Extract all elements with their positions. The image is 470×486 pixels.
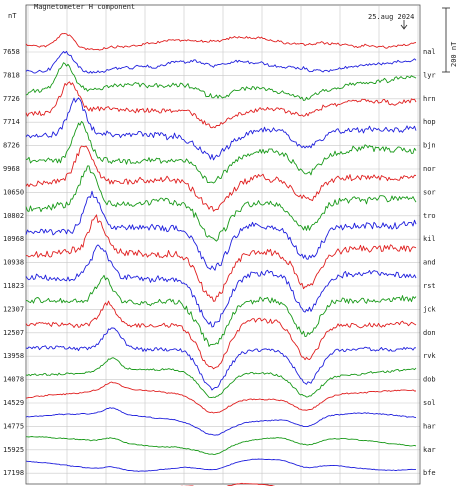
baseline-label: 12507	[3, 329, 24, 337]
baseline-label: 10650	[3, 188, 24, 196]
label-layer: 7658 nal 7818 lyr 7726 hrn 7714 hop 8726 bjn 9968 n…	[3, 48, 436, 477]
plot-frame	[25, 4, 421, 485]
y-axis-unit: nT	[8, 12, 17, 20]
trace-don	[25, 300, 417, 370]
baseline-label: 11823	[3, 282, 24, 290]
trace-bjn	[25, 97, 417, 161]
baseline-label: 13958	[3, 352, 24, 360]
trace-sor	[25, 145, 417, 212]
trace-dob	[25, 357, 417, 398]
station-label-nor: nor	[423, 165, 436, 173]
station-label-bjn: bjn	[423, 142, 436, 150]
station-label-hrn: hrn	[423, 95, 436, 103]
baseline-label: 14775	[3, 422, 24, 430]
station-label-rst: rst	[423, 282, 436, 290]
station-label-don: don	[423, 329, 436, 337]
station-label-nal: nal	[423, 48, 436, 56]
trace-hrn	[25, 62, 417, 101]
baseline-label: 7818	[3, 71, 20, 79]
station-label-kar: kar	[423, 446, 436, 454]
trace-kar	[25, 436, 417, 455]
station-label-har: har	[423, 422, 436, 430]
trace-jck	[25, 274, 417, 347]
scale-bar-label: 200 nT	[450, 41, 458, 67]
baseline-label: 9968	[3, 165, 20, 173]
station-label-sol: sol	[423, 399, 436, 407]
station-label-rvk: rvk	[423, 352, 436, 360]
baseline-label: 10968	[3, 235, 24, 243]
trace-kil	[25, 190, 417, 271]
station-label-lyr: lyr	[423, 71, 436, 79]
baseline-label: 17198	[3, 469, 24, 477]
station-label-bfe: bfe	[423, 469, 436, 477]
baseline-label: 14529	[3, 399, 24, 407]
trace-rst	[25, 244, 417, 328]
chart-title: Magnetometer H component	[34, 3, 135, 11]
trace-nal	[25, 33, 417, 51]
trace-sol	[25, 381, 416, 414]
station-label-hop: hop	[423, 118, 436, 126]
grid-layer	[25, 4, 421, 485]
baseline-label: 10802	[3, 212, 24, 220]
trace-and	[25, 214, 417, 302]
station-label-tro: tro	[423, 212, 436, 220]
baseline-label: 12307	[3, 305, 24, 313]
trace-tro	[25, 165, 417, 242]
date-label: 25.aug 2024	[368, 13, 414, 21]
baseline-label: 10938	[3, 259, 24, 267]
trace-har	[25, 407, 417, 436]
trace-nor	[25, 121, 417, 184]
baseline-label: 7726	[3, 95, 20, 103]
date-marker-arrow	[400, 20, 408, 30]
station-label-and: and	[423, 259, 436, 267]
trace-rvk	[25, 327, 416, 391]
baseline-label: 7714	[3, 118, 20, 126]
station-label-kil: kil	[423, 235, 436, 243]
trace-layer	[25, 33, 417, 486]
station-label-dob: dob	[423, 376, 436, 384]
trace-hop	[25, 81, 417, 129]
trace-bfe	[25, 458, 417, 472]
baseline-label: 14078	[3, 376, 24, 384]
station-label-sor: sor	[423, 188, 436, 196]
station-label-jck: jck	[423, 305, 436, 313]
scale-bar: 200 nT	[442, 7, 458, 73]
trace-lyr	[25, 50, 417, 74]
baseline-label: 8726	[3, 142, 20, 150]
baseline-label: 7658	[3, 48, 20, 56]
baseline-label: 15925	[3, 446, 24, 454]
